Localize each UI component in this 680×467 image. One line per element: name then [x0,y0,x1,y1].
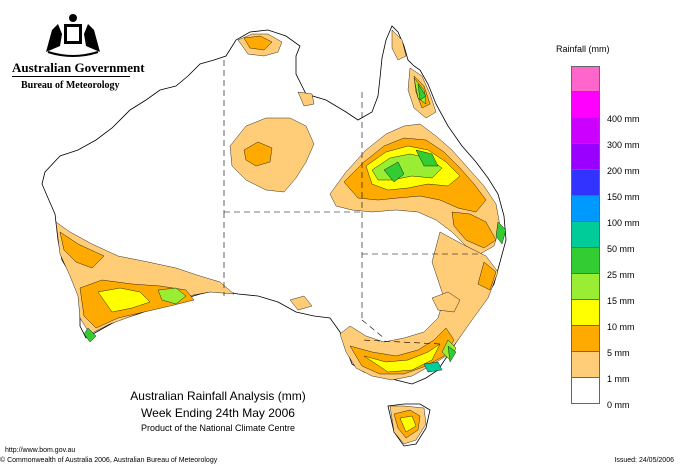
legend-swatch [571,222,600,248]
coat-of-arms-logo [46,14,100,57]
map-title: Australian Rainfall Analysis (mm) [130,389,306,403]
legend-label: 15 mm [607,296,635,306]
legend-label: 1 mm [607,374,630,384]
issued-date: Issued: 24/05/2006 [614,457,674,464]
legend-label: 0 mm [607,400,630,410]
legend-swatch [571,352,600,378]
legend-label: 200 mm [607,166,640,176]
legend [571,66,600,404]
legend-swatch [571,274,600,300]
legend-swatch [571,118,600,144]
rainfall-25mm-areas [83,83,507,363]
bureau-title: Bureau of Meteorology [21,80,120,91]
website-link[interactable]: http://www.bom.gov.au [5,447,76,454]
legend-swatch [571,196,600,222]
rainfall-50mm-areas [423,361,443,373]
map-credit: Product of the National Climate Centre [140,423,296,433]
government-title: Australian Government [12,60,145,75]
legend-swatch [571,300,600,326]
legend-label: 50 mm [607,244,635,254]
legend-swatch [571,66,600,92]
state-borders [223,60,480,345]
legend-label: 300 mm [607,140,640,150]
title-divider [12,76,130,77]
legend-swatch [571,170,600,196]
legend-label: 10 mm [607,322,635,332]
legend-label: 100 mm [607,218,640,228]
copyright-text: © Commonwealth of Australia 2006, Austra… [0,457,218,464]
legend-title: Rainfall (mm) [556,44,610,54]
legend-label: 5 mm [607,348,630,358]
legend-label: 150 mm [607,192,640,202]
legend-swatch [571,92,600,118]
map-subtitle: Week Ending 24th May 2006 [141,406,295,420]
legend-swatch [571,144,600,170]
legend-swatch [571,378,600,404]
legend-label: 400 mm [607,114,640,124]
legend-swatch [571,248,600,274]
legend-label: 25 mm [607,270,635,280]
legend-swatch [571,326,600,352]
